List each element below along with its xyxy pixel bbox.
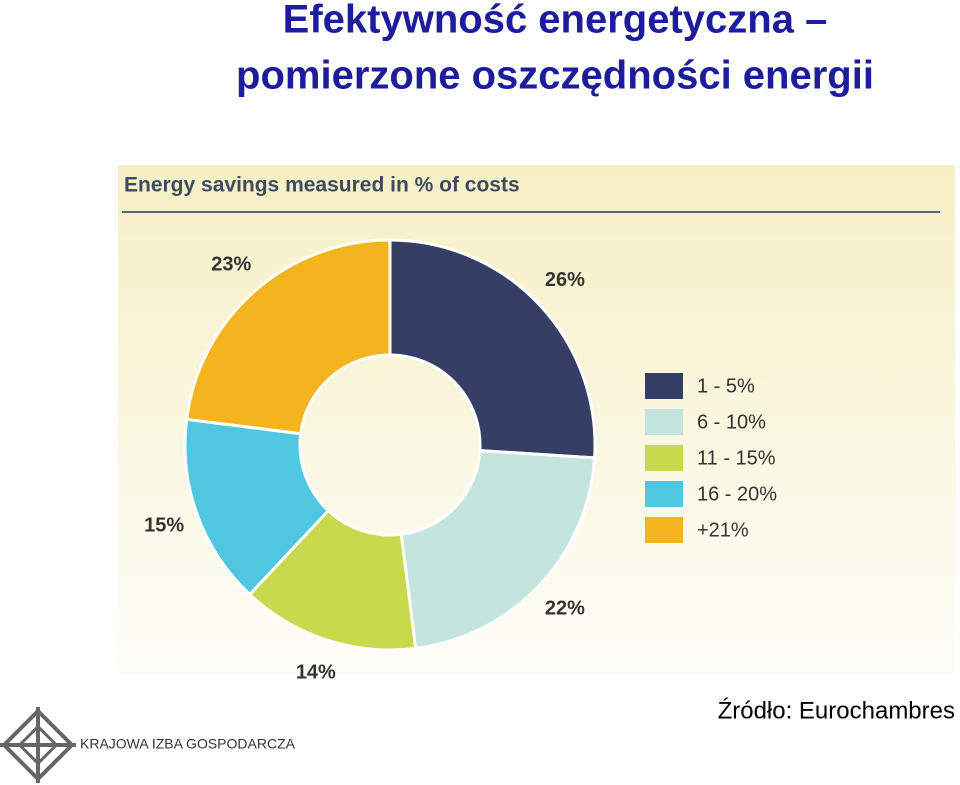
legend-swatch xyxy=(645,445,683,471)
donut-slice xyxy=(388,238,597,460)
legend-label: 11 - 15% xyxy=(697,447,776,469)
slide-title: pomierzone oszczędności energii xyxy=(236,54,874,98)
donut-slice xyxy=(399,449,597,651)
donut-chart: 26% 22% 14% 15% 23% 1 - 5% 6 - 10% 11 - 15% 16 -… xyxy=(144,238,777,684)
legend-swatch xyxy=(645,373,683,399)
legend-swatch xyxy=(645,481,683,507)
legend-swatch xyxy=(645,409,683,435)
legend-label: 16 - 20% xyxy=(697,483,777,505)
logo xyxy=(0,707,76,783)
donut-slice xyxy=(183,417,331,597)
slice-label: 26% xyxy=(545,269,585,291)
legend-label: 1 - 5% xyxy=(697,375,755,397)
donut-slice xyxy=(247,508,418,652)
slice-label: 15% xyxy=(144,515,184,537)
source: Źródło: Eurochambres xyxy=(718,697,955,724)
logo-text: KRAJOWA IZBA GOSPODARCZA xyxy=(80,736,296,752)
slice-label: 23% xyxy=(211,253,251,275)
legend-swatch xyxy=(645,517,683,543)
legend-label: +21% xyxy=(697,519,749,541)
chart-title: Energy savings measured in % of costs xyxy=(124,174,520,197)
donut-slice xyxy=(184,238,392,436)
slice-label: 14% xyxy=(296,662,336,684)
slice-label: 22% xyxy=(545,598,585,620)
legend-label: 6 - 10% xyxy=(697,411,766,433)
slide-title: Efektywność energetyczna – xyxy=(283,0,828,42)
